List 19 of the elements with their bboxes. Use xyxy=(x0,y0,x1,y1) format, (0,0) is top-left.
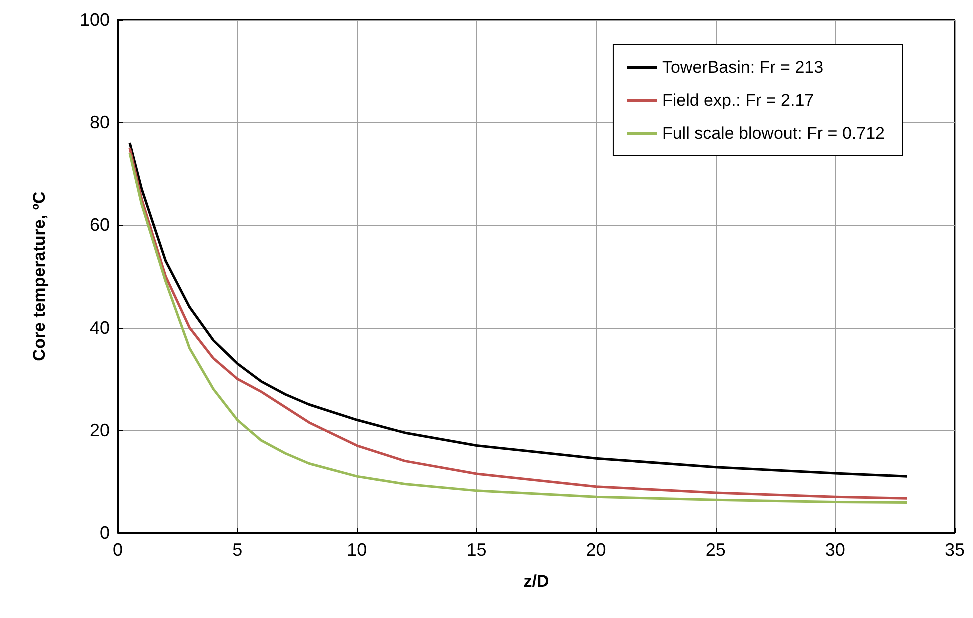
y-tick-label: 20 xyxy=(90,420,110,440)
x-tick-label: 30 xyxy=(825,540,846,560)
x-tick-label: 10 xyxy=(347,540,368,560)
legend-label: Full scale blowout: Fr = 0.712 xyxy=(662,124,886,143)
x-tick-label: 20 xyxy=(586,540,606,560)
y-tick-label: 0 xyxy=(100,523,110,543)
y-tick-label: 40 xyxy=(90,318,110,338)
x-tick-label: 0 xyxy=(112,540,124,560)
x-tick-label: 25 xyxy=(706,540,726,560)
y-tick-label: 80 xyxy=(90,112,110,133)
x-axis-title: z/D xyxy=(524,572,550,591)
x-tick-label: 35 xyxy=(944,540,966,560)
x-tick-label: 5 xyxy=(232,540,243,560)
y-tick-label: 100 xyxy=(80,10,110,30)
x-tick-label: 15 xyxy=(466,540,487,560)
legend-label: Field exp.: Fr = 2.17 xyxy=(662,91,814,110)
y-tick-label: 60 xyxy=(90,215,110,236)
legend-label: TowerBasin: Fr = 213 xyxy=(662,58,824,77)
y-axis-title: Core temperature, ºC xyxy=(30,192,49,362)
